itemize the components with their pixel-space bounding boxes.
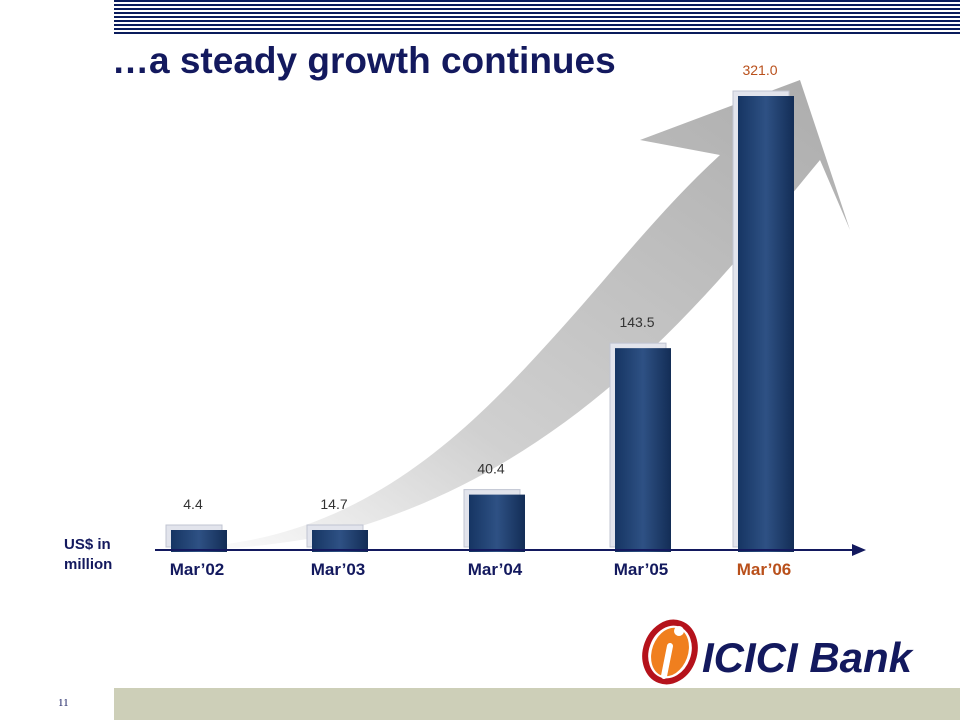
data-label-2: 14.7 [320,496,347,512]
bar-3 [469,494,525,552]
category-label-2: Mar’03 [311,560,366,579]
category-label-3: Mar’04 [468,560,523,579]
logo-swirl-ring [642,619,698,685]
category-label-5: Mar’06 [737,560,792,579]
page-number: 11 [58,697,69,709]
icici-bank-logo: ICICI Bank [642,619,915,685]
logo-stroke [661,643,673,679]
header-stripes [114,0,960,34]
footer-bar [114,688,960,720]
bar-1 [171,530,227,552]
bar-chart: 4.4 Mar’02 14.7 Mar’03 40.4 Mar’04 143.5 Mar’05… [155,62,866,579]
growth-arrow [175,80,850,550]
data-label-1: 4.4 [183,496,203,512]
data-label-5: 321.0 [742,62,777,78]
data-label-4: 143.5 [619,314,654,330]
x-axis-arrowhead [852,544,866,556]
page-title: …a steady growth continues [112,40,616,81]
bar-2 [312,530,368,552]
data-label-3: 40.4 [477,461,504,477]
category-label-1: Mar’02 [170,560,225,579]
bar-4 [615,348,671,552]
category-label-4: Mar’05 [614,560,669,579]
logo-wordmark: ICICI Bank [702,634,915,681]
unit-label: US$ in million [64,536,113,573]
bar-5 [738,96,794,552]
logo-dot [674,626,684,636]
